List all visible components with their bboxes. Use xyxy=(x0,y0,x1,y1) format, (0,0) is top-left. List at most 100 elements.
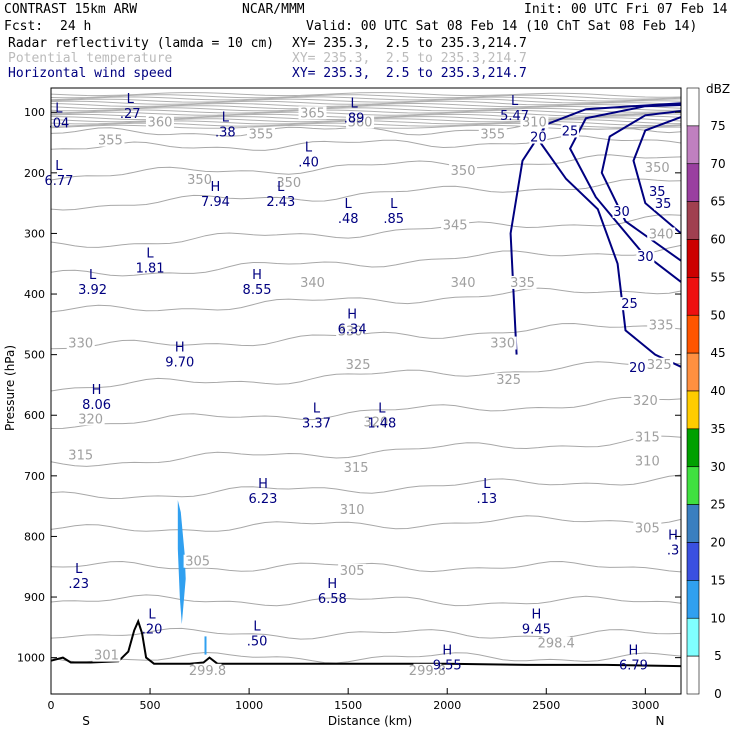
colorbar-label: 60 xyxy=(710,233,725,247)
theta-label: 299.8 xyxy=(409,664,446,679)
theta-isentrope xyxy=(50,287,682,313)
colorbar-swatch xyxy=(686,542,700,581)
theta-label-bg xyxy=(449,163,478,177)
stratosphere-isentrope xyxy=(50,102,682,109)
theta-labels: 298.4 301 299.8 299.8 305 305 305 310 310 315 315 3… xyxy=(66,106,676,679)
forecast-label: Fcst: xyxy=(4,19,44,34)
theta-label: 360 xyxy=(148,115,173,130)
extremum-value: 3.37 xyxy=(302,416,331,431)
theta-label-bg xyxy=(66,448,95,462)
theta-label-bg xyxy=(508,275,537,289)
theta-isentrope xyxy=(50,627,682,640)
theta-label: 340 xyxy=(300,276,325,291)
theta-label-bg xyxy=(338,503,367,517)
colorbar-label: 75 xyxy=(710,119,725,133)
extremum-value: .04 xyxy=(49,116,70,131)
theta-label-bg xyxy=(183,554,212,568)
extremum-marker: H xyxy=(327,577,337,592)
y-tick-label: 100 xyxy=(24,106,45,119)
theta-label-bg xyxy=(92,648,121,662)
theta-label-bg xyxy=(247,127,275,141)
theta-label: 355 xyxy=(249,127,274,142)
extremum-marker: L xyxy=(305,141,313,156)
stratosphere-isentrope xyxy=(50,105,682,111)
theta-label-bg xyxy=(298,275,327,289)
theta-label: 305 xyxy=(340,564,365,579)
field-xy-reflectivity: XY= 235.3, 2.5 to 235.3,214.7 xyxy=(292,36,527,51)
theta-label: 325 xyxy=(346,358,371,373)
extremum-marker: L xyxy=(253,619,261,634)
colorbar-swatch xyxy=(686,466,700,505)
extremum-marker: L xyxy=(313,401,321,416)
colorbar-swatch xyxy=(686,390,700,430)
stratosphere-isentrope xyxy=(50,107,682,113)
colorbar-label: 0 xyxy=(714,687,722,701)
wind-label-bg xyxy=(648,185,667,199)
theta-label: 301 xyxy=(94,649,119,664)
theta-label: 330 xyxy=(490,337,515,352)
forecast-hours: 24 h xyxy=(60,19,92,34)
wind-label-bg xyxy=(628,360,647,374)
extremum-value: .3 xyxy=(667,544,679,559)
theta-label-bg xyxy=(441,218,470,232)
colorbar-label: 15 xyxy=(710,573,725,587)
theta-label: 350 xyxy=(276,176,301,191)
x-tick-label: 2000 xyxy=(433,699,461,712)
extremum-value: .27 xyxy=(120,107,141,122)
theta-label: 310 xyxy=(340,503,365,518)
extremum-value: .89 xyxy=(344,111,365,126)
extremum-value: .50 xyxy=(247,634,268,649)
extremum-marker: H xyxy=(258,477,268,492)
theta-label-bg xyxy=(647,318,676,332)
colorbar-swatch xyxy=(686,428,700,468)
extremum-value: .40 xyxy=(298,156,319,171)
extremum-marker: H xyxy=(629,644,639,659)
extremum-marker: H xyxy=(668,529,678,544)
x-end-label-south: S xyxy=(82,714,90,728)
wind-label-bg xyxy=(636,249,655,263)
theta-isentrope xyxy=(50,396,682,429)
extremum-marker: L xyxy=(127,92,135,107)
extremum-marker: L xyxy=(345,197,353,212)
extremum-value: 9.70 xyxy=(165,356,194,371)
init-time: Init: 00 UTC Fri 07 Feb 14 xyxy=(524,2,728,17)
field-xy-wind: XY= 235.3, 2.5 to 235.3,214.7 xyxy=(292,66,527,81)
field-name-theta: Potential temperature xyxy=(8,51,173,66)
stratosphere-isentrope xyxy=(50,111,682,117)
wind-label-bg xyxy=(620,297,639,311)
wind-label: 30 xyxy=(637,250,654,265)
theta-label: 350 xyxy=(451,164,476,179)
colorbar-label: 35 xyxy=(710,422,725,436)
stratosphere-isentrope xyxy=(50,96,682,102)
extremum-marker: L xyxy=(146,247,154,262)
wind-speed-isotach xyxy=(539,118,682,368)
theta-label-bg xyxy=(274,175,303,189)
colorbar-swatch xyxy=(686,617,700,657)
colorbar-label: 20 xyxy=(710,536,725,550)
theta-label: 330 xyxy=(338,324,363,339)
stratosphere-isentrope xyxy=(50,98,682,104)
colorbar-label: 30 xyxy=(710,460,725,474)
extremum-marker: L xyxy=(378,401,386,416)
theta-label: 325 xyxy=(647,358,672,373)
colorbar-label: 50 xyxy=(710,308,725,322)
theta-label-bg xyxy=(185,172,214,186)
extremum-value: .23 xyxy=(68,577,89,592)
theta-label: 355 xyxy=(480,127,505,142)
theta-isentrope xyxy=(50,594,682,607)
theta-isentrope xyxy=(50,178,682,211)
theta-label-bg xyxy=(338,563,367,577)
theta-label: 360 xyxy=(348,115,373,130)
wind-speed-isotach xyxy=(600,110,682,262)
x-tick-label: 500 xyxy=(140,699,161,712)
wind-label: 30 xyxy=(613,205,630,220)
extremum-value: .85 xyxy=(383,212,404,227)
theta-label-bg xyxy=(633,430,662,444)
extremum-marker: H xyxy=(252,268,262,283)
theta-label-bg xyxy=(633,454,662,468)
extremum-marker: L xyxy=(148,607,156,622)
extremum-value: 6.77 xyxy=(44,174,73,189)
